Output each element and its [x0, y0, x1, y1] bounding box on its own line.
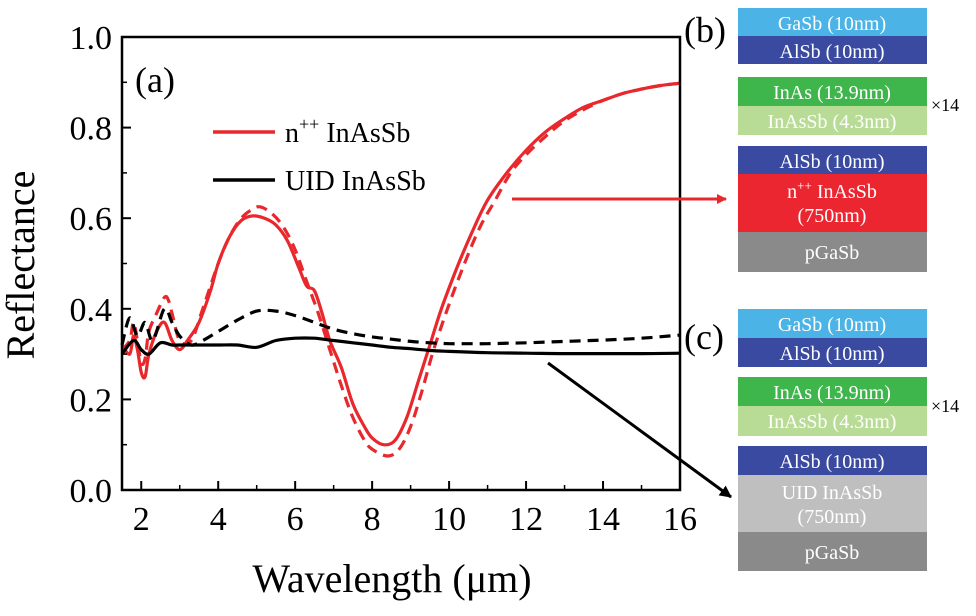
stack-c-uid-inassb-thickness: (750nm)	[798, 506, 867, 528]
x-ticks: 2 4 6 8 10 12 14 16	[133, 481, 697, 538]
stack-c-gasb-top-text: GaSb (10nm)	[778, 314, 886, 336]
stack-b-gasb-top-text: GaSb (10nm)	[778, 13, 886, 35]
stack-c-inassb-sl-layer	[738, 406, 927, 436]
stack-c-pgasb-layer	[738, 532, 927, 571]
x-tick-label: 14	[586, 501, 620, 538]
stack-b-pgasb-text: pGaSb	[805, 242, 859, 264]
stack-b-alsb-top-text: AlSb (10nm)	[780, 41, 885, 63]
legend-label-npp: n++ InAsSb	[285, 114, 410, 149]
legend-label-uid: UID InAsSb	[285, 166, 426, 197]
stack-c-alsb-top-layer	[738, 338, 927, 367]
y-tick-label: 0.0	[70, 473, 113, 510]
stack-c-inas-layer	[738, 377, 927, 406]
x-tick-label: 10	[432, 501, 466, 538]
stack-c-alsb-bottom-layer	[738, 446, 927, 475]
stack-c-uid-inassb-text: UID InAsSb	[782, 482, 883, 504]
stack-c-uid-inassb-layer	[738, 475, 927, 532]
stack-b-npp-inassb-thickness: (750nm)	[798, 205, 867, 227]
stack-b-gasb-top-layer	[738, 8, 927, 36]
stack-b-inassb-sl-layer	[738, 106, 927, 135]
y-tick-label: 0.8	[70, 111, 113, 148]
stack-c-alsb-top-text: AlSb (10nm)	[780, 343, 885, 365]
x-tick-label: 8	[364, 501, 381, 538]
x-tick-label: 12	[509, 501, 543, 538]
stack-b-inas-text: InAs (13.9nm)	[773, 82, 891, 104]
y-axis-title: Reflectance	[0, 171, 43, 360]
legend: n++ InAsSb UID InAsSb	[213, 114, 426, 197]
stack-b-alsb-bottom-text: AlSb (10nm)	[780, 151, 885, 173]
y-tick-label: 0.2	[70, 382, 113, 419]
y-tick-label: 0.6	[70, 201, 113, 238]
stack-c: (c) GaSb (10nm) AlSb (10nm) InAs (13.9nm…	[684, 309, 959, 571]
stack-b-multiplier: ×14	[931, 95, 959, 115]
series-line-2	[120, 336, 681, 356]
stack-b-alsb-top-layer	[738, 36, 927, 64]
x-tick-label: 16	[663, 501, 697, 538]
x-axis-title: Wavelength (μm)	[252, 556, 531, 601]
y-tick-label: 1.0	[70, 20, 113, 57]
series-line-3	[120, 306, 681, 347]
stack-b-npp-inassb-text: n++ InAsSb	[787, 178, 877, 203]
stack-b-npp-inassb-layer	[738, 174, 927, 232]
series-line-0	[120, 81, 681, 447]
y-tick-label: 0.4	[70, 292, 113, 329]
stack-b-alsb-bottom-layer	[738, 146, 927, 174]
plot-area: 2 4 6 8 10 12 14 16 0.0 0.2 0.4 0.6 0.8 1.0	[70, 20, 698, 538]
plot-frame	[120, 35, 682, 492]
stack-c-pgasb-text: pGaSb	[805, 542, 859, 564]
stack-b: (b) GaSb (10nm) AlSb (10nm) InAs (13.9nm…	[684, 8, 959, 272]
arrow-to-stack-c	[547, 361, 732, 499]
panel-c-label: (c)	[684, 317, 724, 357]
panel-b-label: (b)	[684, 10, 726, 50]
stack-c-inassb-sl-text: InAsSb (4.3nm)	[768, 411, 897, 433]
series-line-1	[120, 81, 681, 458]
stack-c-alsb-bottom-text: AlSb (10nm)	[780, 451, 885, 473]
y-ticks: 0.0 0.2 0.4 0.6 0.8 1.0	[70, 20, 131, 510]
stack-b-inas-layer	[738, 77, 927, 106]
stack-c-gasb-top-layer	[738, 309, 927, 338]
stack-b-inassb-sl-text: InAsSb (4.3nm)	[768, 111, 897, 133]
x-tick-label: 2	[133, 501, 150, 538]
x-tick-label: 4	[210, 501, 227, 538]
x-tick-label: 6	[287, 501, 304, 538]
stack-b-pgasb-layer	[738, 232, 927, 272]
series-group	[120, 81, 681, 458]
panel-a-label: (a)	[135, 60, 175, 100]
stack-c-inas-text: InAs (13.9nm)	[773, 382, 891, 404]
stack-c-multiplier: ×14	[931, 396, 959, 416]
